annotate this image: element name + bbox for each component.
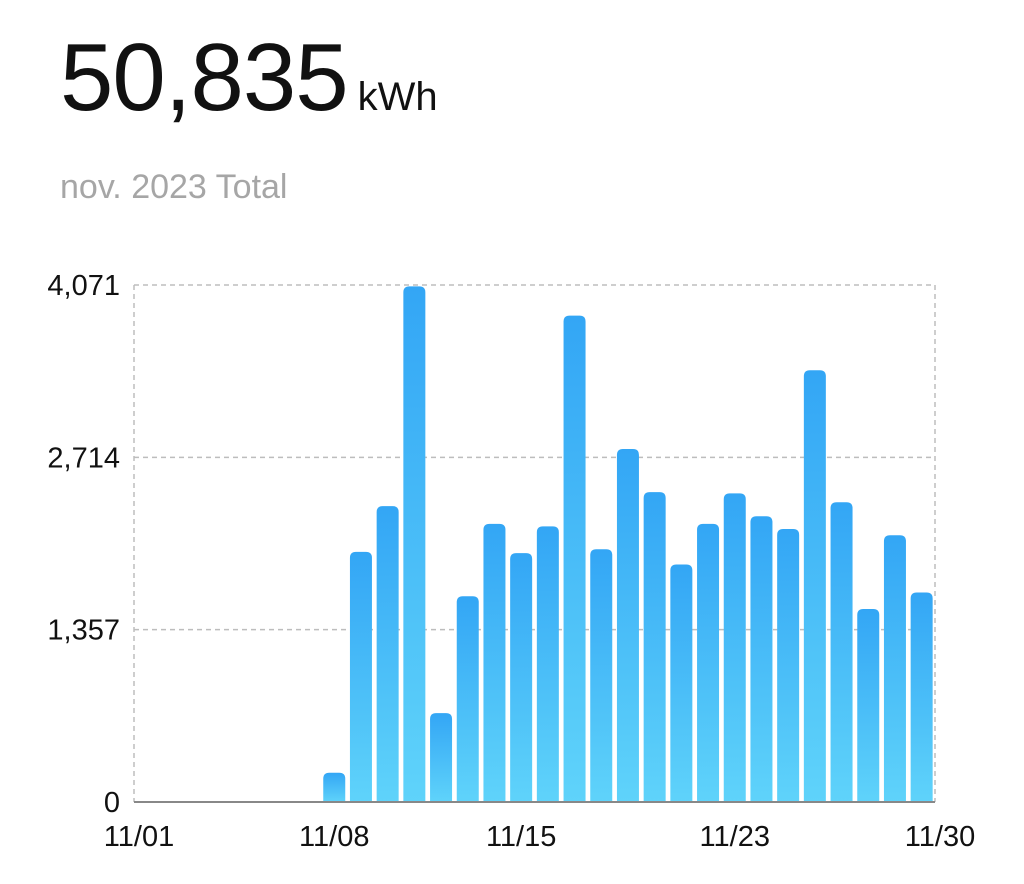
x-tick-label: 11/23 — [700, 821, 770, 853]
total-value: 50,835 — [60, 24, 349, 131]
x-tick-label: 11/30 — [905, 821, 975, 853]
x-tick-label: 11/15 — [486, 821, 556, 853]
x-tick-label: 11/01 — [104, 821, 174, 853]
y-tick-label: 0 — [104, 787, 120, 819]
bar-11-27[interactable] — [830, 502, 853, 802]
bar-11-25[interactable] — [777, 528, 800, 802]
bar-11-28[interactable] — [857, 608, 880, 802]
bar-11-22[interactable] — [697, 523, 720, 802]
y-tick-label: 4,071 — [47, 270, 120, 302]
bar-11-16[interactable] — [536, 526, 559, 802]
total-row: 50,835 kWh — [60, 30, 438, 126]
bar-11-23[interactable] — [723, 493, 746, 802]
grid-layer — [133, 284, 936, 802]
y-tick-label: 1,357 — [47, 615, 120, 647]
total-unit: kWh — [357, 75, 438, 119]
bar-11-08[interactable] — [323, 772, 346, 802]
bar-11-15[interactable] — [510, 553, 533, 802]
bar-layer — [323, 286, 933, 802]
label-layer: 4,071 2,714 1,357 011/01 11/08 11/15 11/23 11/3… — [47, 270, 975, 853]
summary-header: 50,835 kWh nov. 2023 Total — [60, 30, 438, 207]
period-label: nov. 2023 Total — [60, 168, 288, 206]
bar-11-24[interactable] — [750, 516, 773, 802]
y-tick-label: 2,714 — [47, 442, 120, 474]
bar-11-26[interactable] — [803, 370, 826, 802]
bar-11-13[interactable] — [456, 596, 479, 802]
bar-11-20[interactable] — [643, 492, 666, 802]
bar-11-18[interactable] — [590, 549, 613, 802]
bar-11-12[interactable] — [430, 713, 453, 802]
x-tick-label: 11/08 — [299, 821, 369, 853]
bar-11-09[interactable] — [349, 551, 372, 802]
bar-11-21[interactable] — [670, 564, 693, 802]
bar-11-17[interactable] — [563, 315, 586, 802]
bar-11-10[interactable] — [376, 506, 399, 802]
bar-11-29[interactable] — [883, 535, 906, 802]
bar-11-11[interactable] — [403, 286, 426, 802]
bar-11-19[interactable] — [616, 448, 639, 802]
bar-11-30[interactable] — [910, 592, 933, 802]
bar-11-14[interactable] — [483, 523, 506, 802]
